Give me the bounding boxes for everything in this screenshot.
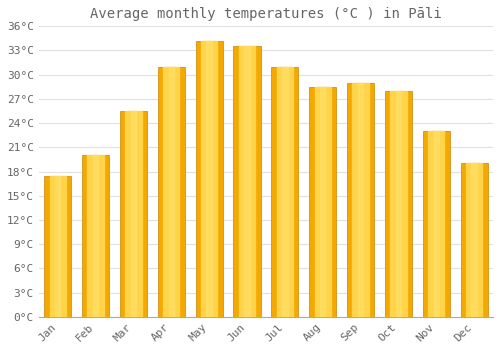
Bar [358,83,364,317]
Bar [50,176,66,317]
Bar [93,155,98,317]
Bar [390,91,406,317]
Bar [120,111,147,317]
Bar [314,87,331,317]
Bar [234,47,260,317]
Bar [130,111,136,317]
Bar [271,66,298,317]
Bar [196,41,223,317]
Bar [82,155,109,317]
Bar [158,66,185,317]
Bar [168,66,174,317]
Bar [434,131,439,317]
Bar [44,176,72,317]
Bar [276,66,293,317]
Bar [282,66,288,317]
Bar [88,155,104,317]
Bar [472,163,477,317]
Title: Average monthly temperatures (°C ) in Pāli: Average monthly temperatures (°C ) in Pā… [90,7,442,21]
Bar [55,176,60,317]
Bar [126,111,142,317]
Bar [396,91,401,317]
Bar [163,66,180,317]
Bar [428,131,444,317]
Bar [347,83,374,317]
Bar [385,91,412,317]
Bar [352,83,368,317]
Bar [466,163,482,317]
Bar [244,47,250,317]
Bar [460,163,488,317]
Bar [206,41,212,317]
Bar [320,87,326,317]
Bar [309,87,336,317]
Bar [239,47,255,317]
Bar [201,41,218,317]
Bar [422,131,450,317]
